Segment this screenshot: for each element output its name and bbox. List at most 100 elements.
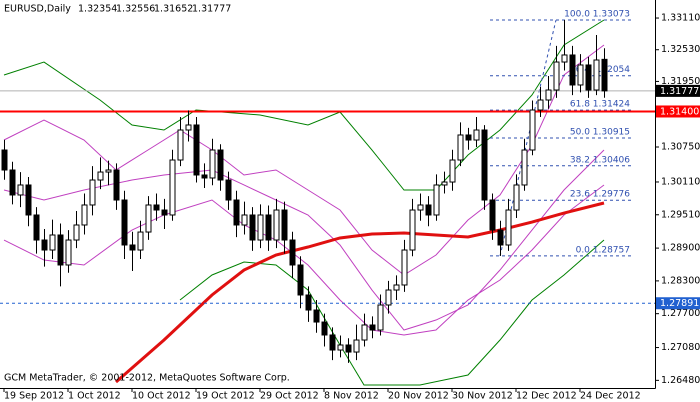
candle-body	[33, 214, 40, 241]
fibo-label: 100.0 1.33073	[564, 10, 630, 20]
candle-body	[257, 214, 264, 241]
candle-body	[577, 64, 584, 86]
y-tick-label: 1.27700	[661, 308, 700, 319]
y-tick-label: 1.26480	[661, 375, 700, 386]
candle-body	[281, 209, 288, 241]
indicator-line	[3, 149, 605, 331]
candle-body	[1, 149, 8, 171]
plot-area: 100.0 1.33073 76.4 1.32054 61.8 1.31424 50.…	[0, 10, 655, 386]
x-tick-label: 19 Sep 2012	[4, 391, 64, 402]
candle-body	[297, 264, 304, 296]
ohlc-high: 1.32556	[116, 4, 155, 15]
candle-body	[457, 134, 464, 161]
fibo-label: 76.4 1.32054	[570, 65, 630, 75]
candle-body	[193, 124, 200, 176]
fibo-label: 38.2 1.30406	[570, 155, 630, 165]
candle-body	[521, 149, 528, 186]
candle-body	[425, 204, 432, 216]
candle-body	[209, 149, 216, 179]
candle-body	[337, 344, 344, 351]
candle-body	[345, 344, 352, 353]
candle-body	[513, 184, 520, 211]
candle-body	[169, 159, 176, 216]
candle-body	[433, 184, 440, 216]
candle-body	[129, 244, 136, 251]
candle-body	[121, 199, 128, 246]
candle-body	[561, 54, 568, 63]
candle-body	[313, 309, 320, 323]
fibo-label: 61.8 1.31424	[570, 100, 630, 110]
candle-body	[57, 234, 64, 266]
candle-body	[537, 99, 544, 111]
x-tick-label: 20 Nov 2012	[388, 391, 449, 402]
candle-body	[201, 174, 208, 179]
candle-body	[225, 179, 232, 201]
candle-body	[585, 64, 592, 91]
candle-body	[289, 239, 296, 266]
candle-body	[465, 134, 472, 141]
x-tick-label: 12 Dec 2012	[516, 391, 577, 402]
fibo-label: 23.6 1.29776	[570, 190, 630, 200]
x-tick-label: 24 Dec 2012	[580, 391, 641, 402]
candle-body	[233, 199, 240, 226]
candle-body	[153, 204, 160, 211]
candle-body	[473, 129, 480, 141]
x-tick-label: 1 Oct 2012	[68, 391, 121, 402]
candle-body	[105, 169, 112, 173]
candle-body	[137, 231, 144, 251]
candle-body	[265, 214, 272, 241]
price-label: 1.31777	[660, 86, 699, 97]
level-label: 1.27891	[660, 298, 699, 309]
x-tick-label: 29 Oct 2012	[260, 391, 319, 402]
ohlc-open: 1.32354	[78, 4, 117, 15]
x-tick-label: 30 Nov 2012	[452, 391, 513, 402]
candle-body	[369, 324, 376, 331]
candle-body	[273, 209, 280, 241]
candle-body	[385, 289, 392, 306]
candle-body	[321, 321, 328, 336]
y-tick-label: 1.31950	[661, 76, 700, 87]
y-tick-label: 1.30750	[661, 142, 700, 153]
candle-body	[241, 214, 248, 226]
candle-body	[545, 89, 552, 101]
axes: 1.33110 1.32530 1.31950 1.30750 1.30110 1.295…	[3, 13, 700, 402]
candle-body	[409, 209, 416, 251]
y-tick-label: 1.32530	[661, 44, 700, 55]
y-tick-label: 1.27080	[661, 342, 700, 353]
candle-body	[217, 149, 224, 181]
price-box	[656, 84, 700, 97]
candle-body	[601, 58, 608, 92]
indicator-line	[179, 239, 605, 386]
candle-body	[305, 294, 312, 311]
level-box	[656, 105, 700, 118]
x-tick-label: 8 Nov 2012	[324, 391, 379, 402]
candle-body	[249, 214, 256, 241]
candle-body	[329, 334, 336, 351]
candle-body	[489, 199, 496, 231]
ohlc-close: 1.31777	[192, 4, 231, 15]
x-tick-label: 10 Oct 2012	[132, 391, 191, 402]
candle-body	[97, 171, 104, 181]
candle-body	[161, 209, 168, 216]
candle-body	[481, 129, 488, 201]
candle-body	[401, 249, 408, 286]
candle-body	[49, 234, 56, 251]
footer: GCM MetaTrader, © 2001-2012, MetaQuotes …	[4, 373, 290, 384]
y-tick-label: 1.28300	[661, 275, 700, 286]
candle-body	[393, 284, 400, 291]
candle-body	[9, 169, 16, 196]
candle-body	[25, 184, 32, 216]
candle-body	[145, 204, 152, 233]
candle-body	[377, 304, 384, 331]
candle-body	[73, 224, 80, 241]
y-tick-label: 1.30110	[661, 176, 700, 187]
level-box	[656, 297, 700, 310]
candle-body	[569, 54, 576, 86]
candle-body	[81, 204, 88, 226]
candle-body	[177, 129, 184, 161]
candle-body	[497, 229, 504, 246]
candle-body	[185, 124, 192, 131]
candle-body	[441, 181, 448, 186]
candle-body	[553, 61, 560, 91]
